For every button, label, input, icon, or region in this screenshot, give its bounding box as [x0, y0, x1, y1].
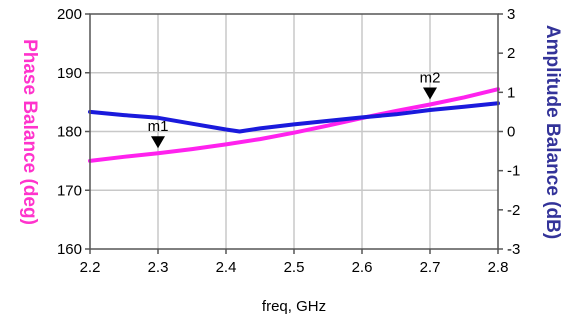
- series-line-amplitude: [88, 101, 500, 134]
- x-tick-label: 2.7: [420, 259, 441, 276]
- y-left-tick-label: 200: [57, 6, 82, 23]
- y-left-tick-label: 180: [57, 124, 82, 141]
- y-right-tick-label: 0: [507, 124, 515, 141]
- y-right-tick-label: -3: [507, 241, 520, 258]
- marker-label: m1: [148, 118, 169, 135]
- marker-triangle: [151, 136, 165, 149]
- x-axis-title: freq, GHz: [262, 298, 326, 315]
- y-right-tick-label: 3: [507, 6, 515, 23]
- y-axis-left: 160 170 180 190 200: [57, 6, 90, 258]
- x-tick-label: 2.8: [488, 259, 509, 276]
- y-right-tick-label: 1: [507, 84, 515, 101]
- marker-label: m2: [420, 69, 441, 86]
- x-tick-label: 2.5: [284, 259, 305, 276]
- y-left-tick-label: 190: [57, 65, 82, 82]
- x-axis: 2.2 2.3 2.4 2.5 2.6 2.7 2.8: [80, 249, 509, 276]
- series-group: [88, 87, 500, 163]
- x-tick-label: 2.6: [352, 259, 373, 276]
- y-left-tick-label: 160: [57, 241, 82, 258]
- y-right-tick-label: -1: [507, 163, 520, 180]
- y-axis-left-title: Phase Balance (deg): [19, 39, 40, 225]
- y-left-tick-label: 170: [57, 182, 82, 199]
- marker-triangle: [423, 87, 437, 100]
- x-tick-label: 2.2: [80, 259, 101, 276]
- y-right-tick-label: -2: [507, 202, 520, 219]
- markers: m1 m2: [148, 69, 441, 149]
- x-tick-label: 2.3: [148, 259, 169, 276]
- y-axis-right-title: Amplitude Balance (dB): [542, 25, 563, 239]
- x-tick-label: 2.4: [216, 259, 237, 276]
- series-line-phase: [88, 87, 500, 163]
- y-right-tick-label: 2: [507, 45, 515, 62]
- y-axis-right: -3 -2 -1 0 1 2 3: [498, 6, 520, 258]
